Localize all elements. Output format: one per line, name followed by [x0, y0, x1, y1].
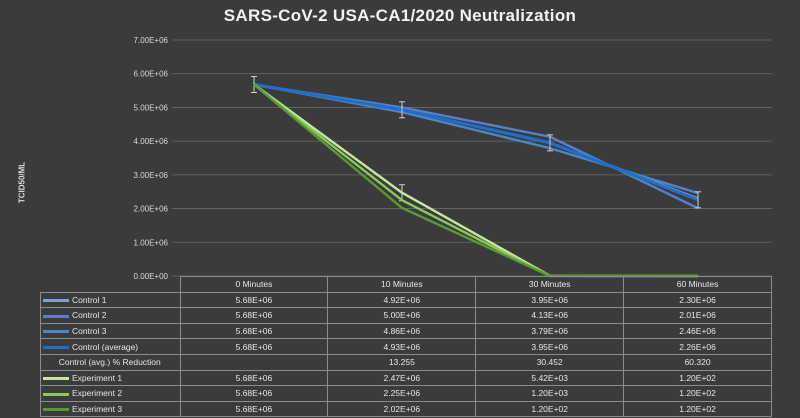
data-label: 3.95E+06 — [475, 338, 625, 355]
chart-title: SARS-CoV-2 USA-CA1/2020 Neutralization — [223, 6, 577, 25]
legend-entry: Experiment 1 — [40, 369, 181, 387]
series-name: Control (avg.) % Reduction — [58, 357, 161, 368]
data-label: 5.68E+06 — [179, 291, 329, 309]
data-label — [179, 353, 329, 371]
data-label: 4.93E+06 — [327, 338, 477, 355]
category-label: 60 Minutes — [623, 276, 772, 293]
table-row: Control (average) 5.68E+06 4.93E+06 3.95E+0… — [40, 338, 772, 355]
category-label: 0 Minutes — [179, 276, 329, 293]
y-tick-label: 7.00E+06 — [134, 36, 169, 45]
data-label: 2.30E+06 — [623, 291, 772, 309]
category-label: 30 Minutes — [475, 276, 625, 293]
data-label: 60.320 — [623, 353, 772, 371]
data-label: 30.452 — [475, 353, 625, 371]
series-line-experiment-1 — [253, 83, 699, 278]
data-label: 2.02E+06 — [327, 400, 477, 418]
data-label: 1.20E+03 — [475, 385, 625, 402]
category-label: 10 Minutes — [327, 276, 477, 293]
data-label: 2.01E+06 — [623, 307, 772, 324]
data-label: 1.20E+02 — [475, 400, 625, 418]
data-table: 0 Minutes 10 Minutes 30 Minutes 60 Minutes C… — [40, 276, 772, 418]
table-row: Control (avg.) % Reduction 13.255 30.452 60… — [40, 353, 772, 371]
table-row: Experiment 1 5.68E+06 2.47E+06 5.42E+03 1.20… — [40, 369, 772, 387]
series-line-experiment-2 — [253, 83, 699, 278]
legend-key — [43, 392, 69, 396]
legend-key — [43, 345, 69, 349]
table-row: Control 3 5.68E+06 4.86E+06 3.79E+06 2.46E+0… — [40, 322, 772, 340]
data-label: 2.26E+06 — [623, 338, 772, 355]
data-label: 5.68E+06 — [179, 385, 329, 402]
data-label: 4.86E+06 — [327, 322, 477, 340]
table-row: Experiment 2 5.68E+06 2.25E+06 1.20E+03 1.20… — [40, 385, 772, 402]
legend-entry: Control 1 — [40, 291, 181, 309]
table-corner — [40, 276, 181, 293]
data-label: 2.47E+06 — [327, 369, 477, 387]
legend-key — [43, 330, 69, 334]
series-name: Experiment 1 — [72, 372, 123, 383]
legend-key — [43, 299, 69, 303]
data-label: 3.95E+06 — [475, 291, 625, 309]
data-label: 2.25E+06 — [327, 385, 477, 402]
series-line-control-2 — [253, 83, 699, 210]
data-label: 5.68E+06 — [179, 307, 329, 324]
data-label: 3.79E+06 — [475, 322, 625, 340]
series-name: Control 3 — [72, 326, 107, 337]
data-label: 5.68E+06 — [179, 338, 329, 355]
y-tick-label: 4.00E+06 — [134, 137, 169, 146]
series-name: Control 1 — [72, 294, 107, 305]
series-name: Experiment 3 — [72, 404, 123, 415]
y-tick-label: 5.00E+06 — [134, 103, 169, 112]
legend-key — [43, 377, 69, 381]
series-name: Control 2 — [72, 310, 107, 321]
data-label: 5.00E+06 — [327, 307, 477, 324]
legend-entry: Experiment 3 — [40, 400, 181, 418]
y-tick-label: 1.00E+06 — [134, 238, 169, 247]
y-tick-label: 2.00E+06 — [134, 205, 169, 214]
table-header-row: 0 Minutes 10 Minutes 30 Minutes 60 Minutes — [40, 276, 772, 293]
data-label: 5.68E+06 — [179, 322, 329, 340]
series-name: Experiment 2 — [72, 388, 123, 399]
legend-entry: Control 2 — [40, 307, 181, 324]
data-label: 5.68E+06 — [179, 400, 329, 418]
data-label: 5.68E+06 — [179, 369, 329, 387]
legend-key — [43, 314, 69, 318]
data-label: 4.92E+06 — [327, 291, 477, 309]
legend-key — [43, 408, 69, 412]
data-label: 2.46E+06 — [623, 322, 772, 340]
y-tick-label: 3.00E+06 — [134, 171, 169, 180]
data-label: 1.20E+02 — [623, 385, 772, 402]
legend-entry: Control (average) — [40, 338, 181, 355]
legend-entry: Experiment 2 — [40, 385, 181, 402]
y-tick-label: 6.00E+06 — [134, 70, 169, 79]
table-row: Control 2 5.68E+06 5.00E+06 4.13E+06 2.01E+0… — [40, 307, 772, 324]
legend-entry: Control 3 — [40, 322, 181, 340]
data-label: 4.13E+06 — [475, 307, 625, 324]
series-line-control-average- — [253, 82, 699, 202]
table-row: Control 1 5.68E+06 4.92E+06 3.95E+06 2.30E+0… — [40, 291, 772, 309]
series-line-experiment-3 — [253, 83, 698, 278]
table-row: Experiment 3 5.68E+06 2.02E+06 1.20E+02 1.20… — [40, 400, 772, 418]
data-label: 5.42E+03 — [475, 369, 625, 387]
legend-entry: Control (avg.) % Reduction — [40, 353, 181, 371]
data-label: 1.20E+02 — [623, 400, 772, 418]
data-label: 1.20E+02 — [623, 369, 772, 387]
data-label: 13.255 — [327, 353, 477, 371]
series-name: Control (average) — [72, 341, 139, 352]
